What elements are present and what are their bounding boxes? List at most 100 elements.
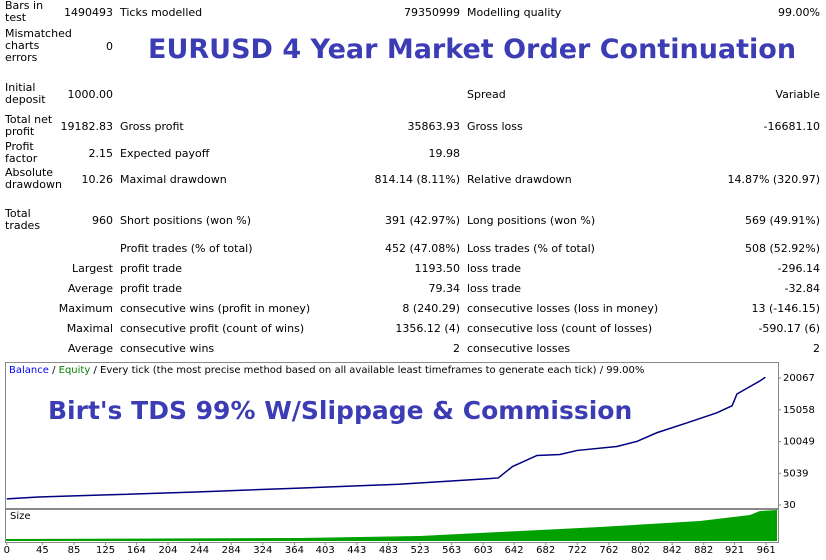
x-tick-label: 284 [222,545,241,556]
cell-label: Loss trades (% of total) [467,241,595,255]
y-tick-label: 30 [783,500,796,511]
cell-label: consecutive loss (count of losses) [467,321,653,335]
cell-label: Expected payoff [120,146,210,160]
cell-value: 569 (49.91%) [744,213,820,227]
table-row: Total net profit 19182.83 Gross profit 3586… [0,112,826,140]
x-tick-label: 762 [599,545,618,556]
x-tick-label: 45 [36,545,49,556]
cell-value: -590.17 (6) [758,321,820,335]
cell-label: loss trade [467,261,522,275]
x-tick-label: 125 [96,545,115,556]
x-tick-label: 642 [505,545,524,556]
cell-label: Initial deposit [5,81,46,106]
table-row: Initial deposit 1000.00 Spread Variable [0,80,826,108]
cell-label: consecutive losses [467,341,571,355]
cell-value: 0 [106,39,113,53]
x-tick-label: 483 [379,545,398,556]
cell-label: Gross profit [120,119,184,133]
cell-label: Maximum [58,301,113,315]
x-tick-label: 85 [68,545,81,556]
cell-label: profit trade [120,281,183,295]
cell-label: Maximal [66,321,113,335]
cell-value: 452 (47.08%) [384,241,460,255]
table-row: Absolute drawdown 10.26 Maximal drawdown 81… [0,165,826,193]
y-tick-label: 5039 [783,468,808,479]
table-row: Profit trades (% of total) 452 (47.08%) Lo… [0,239,826,257]
cell-label: Modelling quality [467,5,562,19]
x-tick-label: 921 [725,545,744,556]
cell-value: 391 (42.97%) [384,213,460,227]
x-tick-label: 403 [316,545,335,556]
y-tick-label: 10049 [783,437,815,448]
x-tick-label: 204 [158,545,177,556]
cell-value: 508 (52.92%) [744,241,820,255]
x-tick-label: 164 [127,545,146,556]
cell-label: Absolute drawdown [5,166,62,191]
balance-line [6,376,766,500]
cell-label: Average [67,281,113,295]
cell-label: Bars in test [5,0,44,24]
cell-value: -296.14 [777,261,820,275]
cell-value: 8 (240.29) [402,301,460,315]
size-label: Size [10,511,31,522]
cell-value: 14.87% (320.97) [727,172,820,186]
cell-value: 79350999 [404,5,460,19]
x-tick-label: 244 [190,545,209,556]
cell-label: Profit factor [5,140,38,165]
separator: / [93,365,97,376]
x-tick-label: 722 [568,545,587,556]
table-row: Maximal consecutive profit (count of wins… [0,319,826,337]
cell-label: consecutive profit (count of wins) [120,321,305,335]
cell-value: -32.84 [784,281,820,295]
x-tick-label: 603 [474,545,493,556]
separator: / [52,365,56,376]
cell-value: -16681.10 [763,119,820,133]
x-tick-label: 443 [347,545,366,556]
cell-value: 2 [813,341,820,355]
cell-label: consecutive wins (profit in money) [120,301,311,315]
cell-value: 1193.50 [414,261,461,275]
x-tick-label: 842 [663,545,682,556]
cell-value: Variable [775,87,820,101]
cell-label: Mismatched charts errors [5,27,72,64]
cell-value: 10.26 [81,172,114,186]
y-tick-label: 15058 [783,405,815,416]
cell-label: Ticks modelled [120,5,203,19]
x-tick-label: 563 [442,545,461,556]
table-row: Profit factor 2.15 Expected payoff 19.98 [0,140,826,165]
cell-value: 1356.12 (4) [395,321,460,335]
x-tick-label: 0 [4,545,10,556]
cell-value: 35863.93 [407,119,461,133]
cell-label: Spread [467,87,506,101]
x-tick-label: 961 [757,545,776,556]
cell-label: Long positions (won %) [467,213,596,227]
table-row: Total trades 960 Short positions (won %) 39… [0,206,826,234]
chart-header: Balance / Equity / Every tick (the most … [9,365,644,376]
cell-value: 960 [92,213,113,227]
cell-label: profit trade [120,261,183,275]
cell-label: consecutive wins [120,341,215,355]
cell-label: Short positions (won %) [120,213,252,227]
x-tick-label: 364 [285,545,304,556]
table-row: Average profit trade 79.34 loss trade -32.84 [0,279,826,297]
table-row: Maximum consecutive wins (profit in money… [0,299,826,317]
overlay-title: EURUSD 4 Year Market Order Continuation [148,34,797,65]
cell-value: 19182.83 [60,119,114,133]
table-row: Average consecutive wins 2 consecutive loss… [0,339,826,357]
cell-label: Largest [72,261,113,275]
cell-value: 99.00% [778,5,820,19]
overlay-subtitle: Birt's TDS 99% W/Slippage & Commission [48,396,633,425]
cell-value: 79.34 [428,281,461,295]
table-row: Mismatched charts errors 0 [0,24,826,68]
cell-label: Gross loss [467,119,523,133]
x-tick-label: 324 [253,545,272,556]
table-row: Largest profit trade 1193.50 loss trade -296… [0,259,826,277]
legend-entry: Balance [9,365,49,376]
chart-frame [5,362,779,509]
cell-label: consecutive losses (loss in money) [467,301,659,315]
y-tick-label: 20067 [783,373,815,384]
cell-label: Relative drawdown [467,172,572,186]
table-row: Bars in test 1490493 Ticks modelled 7935099… [0,0,826,24]
